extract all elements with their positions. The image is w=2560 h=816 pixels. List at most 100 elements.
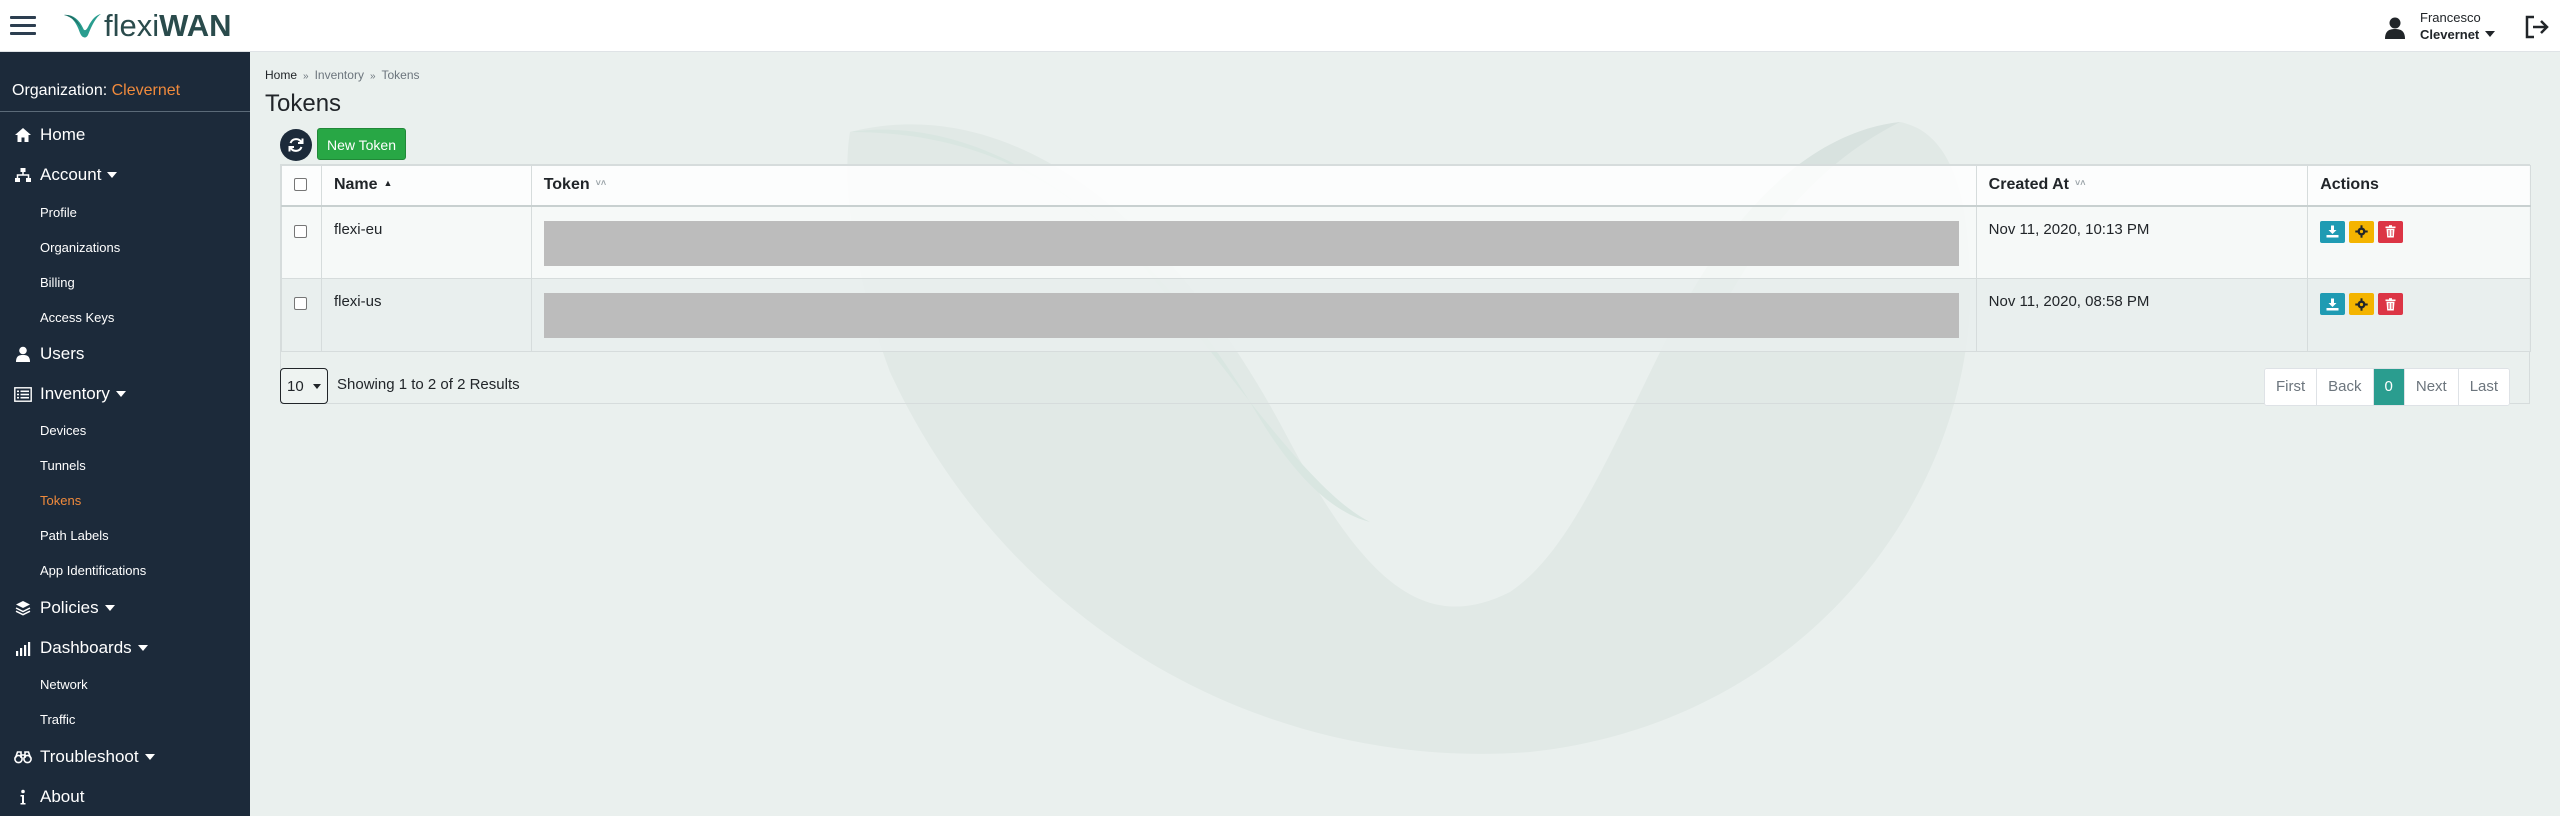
sidebar-item-app-identifications[interactable]: App Identifications — [40, 562, 147, 578]
token-name-cell: flexi-eu — [320, 205, 532, 279]
sidebar-item-network[interactable]: Network — [40, 676, 88, 692]
sidebar-item-users[interactable]: Users — [0, 343, 250, 365]
pagination-current-page[interactable]: 0 — [2373, 369, 2405, 405]
breadcrumb-separator-icon: » — [369, 71, 376, 82]
sidebar: Organization: Clevernet Home Account Pro… — [0, 52, 250, 816]
gear-icon — [2355, 225, 2368, 238]
sort-icon: ˅˄ — [595, 178, 607, 188]
row-checkbox[interactable] — [294, 297, 307, 310]
logout-icon[interactable] — [2524, 14, 2550, 40]
sidebar-item-path-labels[interactable]: Path Labels — [40, 527, 109, 543]
sidebar-item-devices[interactable]: Devices — [40, 422, 87, 438]
pagination-first[interactable]: First — [2265, 369, 2318, 405]
gear-icon — [2355, 297, 2368, 311]
layers-icon — [14, 599, 32, 617]
sidebar-item-inventory[interactable]: Inventory — [0, 383, 250, 405]
created-at-cell: Nov 11, 2020, 10:13 PM — [1975, 205, 2309, 279]
hamburger-menu-icon[interactable] — [10, 16, 36, 36]
breadcrumb-home[interactable]: Home — [265, 68, 298, 82]
user-menu[interactable]: Francesco Clevernet — [2420, 9, 2496, 43]
user-name: Francesco — [2420, 10, 2481, 25]
settings-button[interactable] — [2349, 220, 2375, 243]
tokens-table: Name ▲ Token ˅˄ Created At ˅˄ Actions flexi… — [280, 164, 2531, 404]
trash-icon — [2385, 225, 2396, 238]
list-alt-icon — [14, 385, 32, 403]
token-value-cell — [530, 278, 1977, 352]
info-icon — [14, 788, 32, 806]
main-content: Home » Inventory » Tokens Tokens New Token N… — [250, 52, 2560, 816]
sidebar-item-traffic[interactable]: Traffic — [40, 711, 76, 727]
breadcrumb-current: Tokens — [381, 68, 420, 82]
sidebar-item-tokens[interactable]: Tokens — [40, 492, 82, 508]
sidebar-item-dashboards[interactable]: Dashboards — [0, 637, 250, 659]
breadcrumb: Home » Inventory » Tokens — [265, 68, 420, 82]
sidebar-item-profile[interactable]: Profile — [40, 204, 77, 220]
table-row: flexi-eu Nov 11, 2020, 10:13 PM — [281, 205, 2531, 279]
sidebar-item-organizations[interactable]: Organizations — [40, 239, 121, 255]
sidebar-item-home[interactable]: Home — [0, 124, 250, 146]
sitemap-icon — [14, 166, 32, 184]
breadcrumb-inventory[interactable]: Inventory — [314, 68, 364, 82]
top-header: flexiWAN Francesco Clevernet — [0, 0, 2560, 52]
delete-button[interactable] — [2378, 293, 2404, 315]
row-select-cell — [281, 205, 322, 279]
refresh-button[interactable] — [280, 129, 312, 161]
user-icon — [2385, 17, 2405, 39]
actions-cell — [2307, 205, 2531, 279]
select-all-header — [281, 165, 322, 207]
sidebar-item-account[interactable]: Account — [0, 164, 250, 186]
sidebar-item-policies[interactable]: Policies — [0, 597, 250, 619]
signal-bars-icon — [14, 639, 32, 657]
token-redacted-value — [543, 220, 1959, 266]
download-button[interactable] — [2320, 220, 2346, 243]
download-icon — [2326, 225, 2339, 238]
sidebar-item-about[interactable]: About — [0, 786, 250, 808]
organization-label: Organization: — [12, 82, 108, 99]
token-redacted-value — [543, 293, 1959, 338]
chevron-down-icon — [144, 754, 155, 760]
sidebar-item-access-keys[interactable]: Access Keys — [40, 309, 115, 325]
page-title: Tokens — [265, 90, 342, 117]
settings-button[interactable] — [2349, 293, 2375, 315]
chevron-down-icon — [107, 172, 118, 178]
chevron-down-icon — [104, 605, 115, 611]
sidebar-item-billing[interactable]: Billing — [40, 274, 75, 290]
flexiwan-logo[interactable]: flexiWAN — [62, 8, 231, 44]
user-icon — [14, 345, 32, 363]
sort-asc-icon: ▲ — [383, 178, 393, 188]
trash-icon — [2385, 297, 2396, 310]
results-summary: Showing 1 to 2 of 2 Results — [337, 376, 520, 393]
created-at-cell: Nov 11, 2020, 08:58 PM — [1975, 278, 2309, 352]
download-icon — [2326, 298, 2339, 310]
download-button[interactable] — [2320, 293, 2346, 315]
table-header-row: Name ▲ Token ˅˄ Created At ˅˄ Actions — [281, 165, 2531, 207]
token-column-header[interactable]: Token ˅˄ — [530, 165, 1977, 207]
delete-button[interactable] — [2378, 220, 2404, 243]
token-name-cell: flexi-us — [320, 278, 532, 352]
pagination-back[interactable]: Back — [2317, 369, 2374, 405]
organization-name[interactable]: Clevernet — [111, 82, 181, 99]
row-checkbox[interactable] — [294, 224, 307, 238]
sort-icon: ˅˄ — [2074, 178, 2086, 188]
sidebar-item-troubleshoot[interactable]: Troubleshoot — [0, 746, 250, 768]
logo-text: flexiWAN — [104, 8, 232, 43]
page-size-select[interactable]: 10 — [280, 368, 328, 404]
breadcrumb-separator-icon: » — [303, 71, 309, 82]
pagination-last[interactable]: Last — [2458, 369, 2510, 405]
user-org-dropdown[interactable]: Clevernet — [2420, 26, 2496, 43]
row-select-cell — [281, 278, 322, 352]
pagination-next[interactable]: Next — [2404, 369, 2459, 405]
table-row: flexi-us Nov 11, 2020, 08:58 PM — [281, 278, 2531, 352]
chevron-down-icon — [2485, 31, 2496, 37]
name-column-header[interactable]: Name ▲ — [320, 165, 532, 207]
chevron-down-icon — [137, 645, 148, 651]
chevron-down-icon — [115, 391, 126, 397]
token-value-cell — [530, 205, 1977, 279]
new-token-button[interactable]: New Token — [317, 128, 407, 160]
select-all-checkbox[interactable] — [294, 178, 307, 191]
sidebar-organization: Organization: Clevernet — [0, 52, 250, 112]
sidebar-item-tunnels[interactable]: Tunnels — [40, 457, 86, 473]
actions-column-header: Actions — [2307, 165, 2531, 207]
created-at-column-header[interactable]: Created At ˅˄ — [1975, 165, 2309, 207]
actions-cell — [2307, 278, 2531, 352]
